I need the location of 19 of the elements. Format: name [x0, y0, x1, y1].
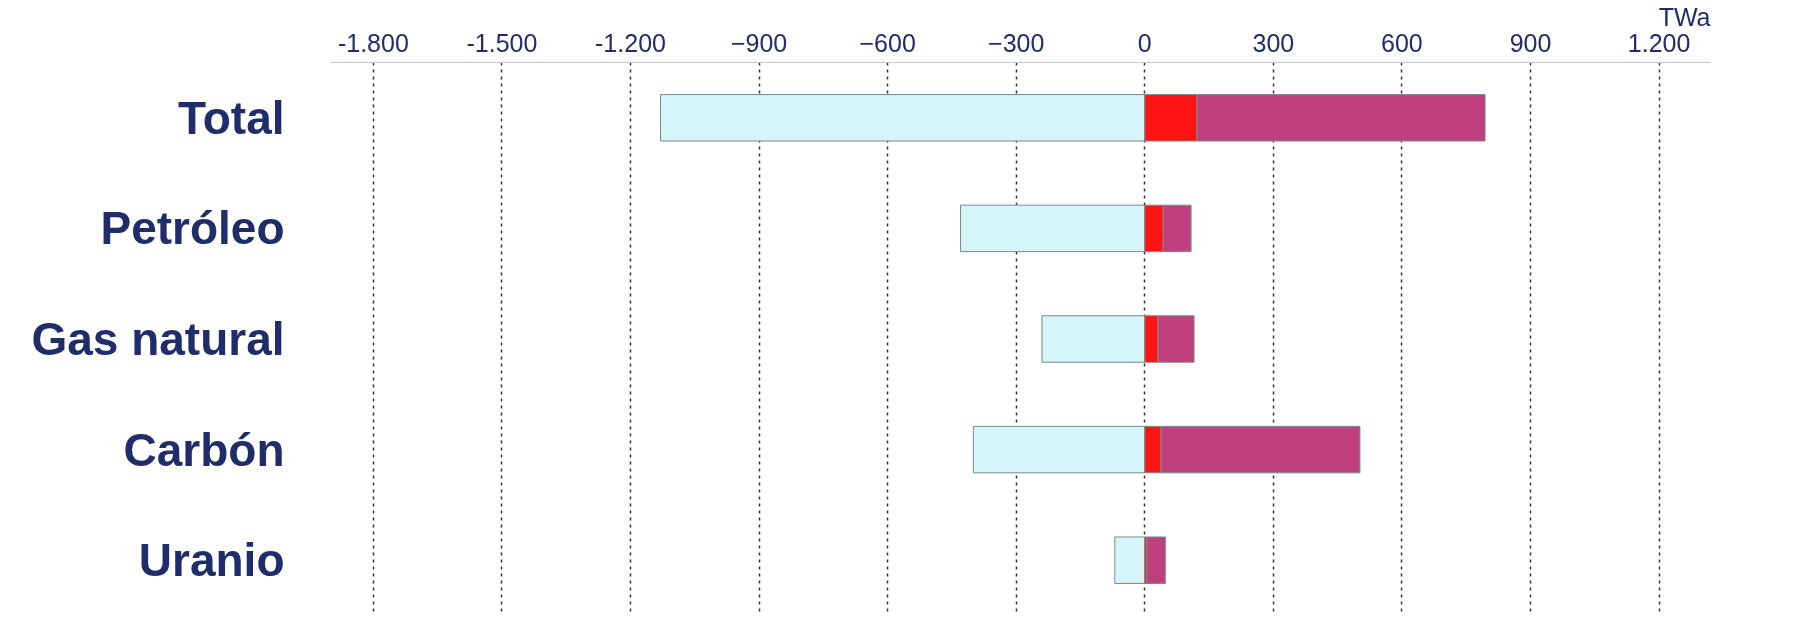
x-tick-label: −600 [859, 28, 916, 57]
x-tick-label: 0 [1137, 28, 1152, 57]
x-tick-label: -1.800 [337, 28, 409, 57]
x-tick-label: −300 [988, 28, 1045, 57]
x-tick-label: −900 [730, 28, 788, 57]
x-tick-label: 600 [1381, 28, 1423, 57]
bar [1146, 536, 1166, 584]
x-tick-label: -1.500 [466, 28, 538, 57]
y-tick-label: Carbón [123, 423, 285, 476]
y-tick-label: Petróleo [100, 202, 285, 255]
x-tick-label: 900 [1509, 28, 1552, 57]
y-tick-label: Uranio [138, 534, 285, 587]
x-tick-label: -1.200 [595, 28, 666, 57]
y-tick-label: Gas natural [31, 313, 285, 365]
bar [1114, 536, 1146, 584]
x-tick-label: 1.200 [1627, 28, 1691, 57]
y-tick-label: Total [178, 91, 285, 144]
x-axis-title: TWa [1658, 2, 1711, 31]
x-tick-label: 300 [1252, 28, 1295, 57]
